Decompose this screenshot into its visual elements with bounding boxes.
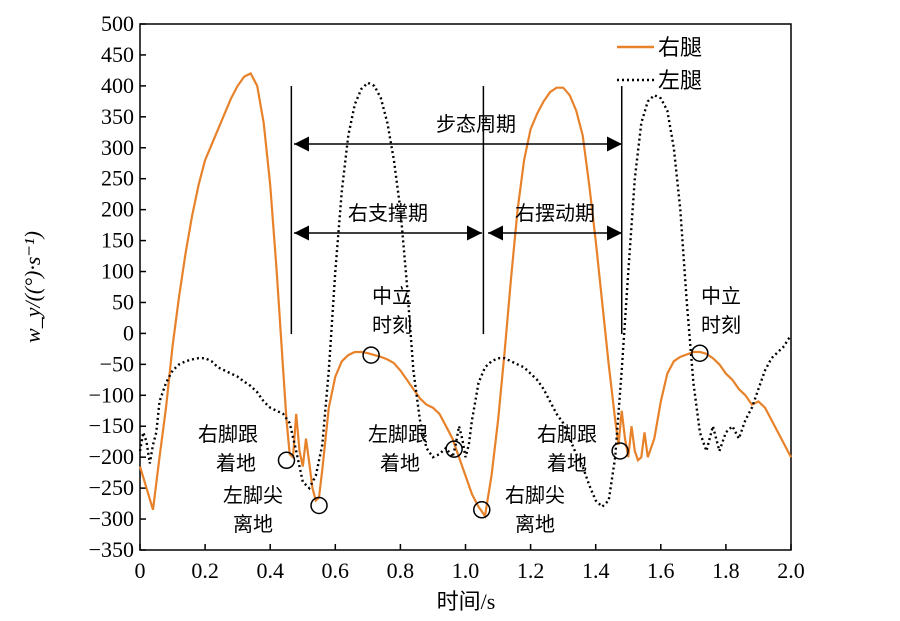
- y-tick-label: 250: [101, 166, 134, 191]
- event-point: [611, 442, 629, 460]
- x-tick-label: 1.0: [452, 558, 480, 583]
- y-tick-label: −250: [89, 475, 134, 500]
- mid-stance-label-2b: 时刻: [701, 313, 741, 337]
- left-toe-off-label-a: 左脚尖: [223, 483, 283, 507]
- event-point: [277, 451, 296, 470]
- event-lines: [290, 86, 623, 334]
- left-toe-off-label-b: 离地: [233, 512, 273, 536]
- event-point: [473, 501, 491, 519]
- right-heel-strike-label-1b: 着地: [216, 451, 256, 475]
- x-tick-label: 0.8: [387, 558, 415, 583]
- event-point: [362, 346, 380, 364]
- x-tick-label: 0.2: [191, 558, 219, 583]
- right-stance-label: 右支撑期: [348, 201, 428, 225]
- series-line-left-leg: [138, 81, 792, 509]
- x-tick-label: 0.6: [322, 558, 350, 583]
- right-heel-strike-label-1a: 右脚跟: [198, 422, 258, 446]
- y-tick-label: 400: [101, 73, 134, 98]
- series-line-right-leg: [138, 72, 792, 519]
- x-tick-label: 0: [135, 558, 146, 583]
- event-point: [691, 344, 709, 362]
- y-tick-label: 100: [101, 259, 134, 284]
- x-axis-label: 时间/s: [437, 589, 496, 614]
- x-tick-label: 0.4: [256, 558, 284, 583]
- x-tick-label: 1.2: [517, 558, 545, 583]
- y-axis: 500450400350300250200150100500−50−100−15…: [89, 11, 146, 562]
- y-axis-label: w_y/((°)·s⁻¹): [20, 231, 45, 343]
- y-tick-label: −350: [89, 537, 134, 562]
- mid-stance-label-2a: 中立: [701, 284, 741, 308]
- left-heel-strike-label-a: 左脚跟: [368, 422, 428, 446]
- y-tick-label: 50: [112, 289, 134, 314]
- y-tick-label: 450: [101, 42, 134, 67]
- legend-label-left-leg: 左腿: [658, 69, 702, 94]
- right-toe-off-label-b: 离地: [515, 512, 555, 536]
- right-swing-label: 右摆动期: [515, 201, 595, 225]
- y-tick-label: 300: [101, 135, 134, 160]
- x-tick-label: 1.4: [582, 558, 610, 583]
- y-tick-label: 200: [101, 197, 134, 222]
- y-tick-label: −200: [89, 444, 134, 469]
- y-tick-label: −50: [100, 351, 134, 376]
- right-toe-off-label-a: 右脚尖: [505, 483, 565, 507]
- x-tick-label: 2.0: [777, 558, 805, 583]
- right-heel-strike-label-2a: 右脚跟: [537, 422, 597, 446]
- y-tick-label: 0: [123, 320, 134, 345]
- gait-cycle-label: 步态周期: [436, 112, 516, 136]
- x-tick-label: 1.6: [647, 558, 675, 583]
- mid-stance-label-1b: 时刻: [372, 313, 412, 337]
- legend: 右腿 左腿: [617, 36, 702, 94]
- mid-stance-label-1a: 中立: [372, 284, 412, 308]
- y-tick-label: 350: [101, 104, 134, 129]
- x-tick-label: 1.8: [712, 558, 740, 583]
- y-tick-label: −150: [89, 413, 134, 438]
- y-tick-label: −100: [89, 382, 134, 407]
- event-points: [277, 344, 709, 519]
- event-point: [445, 440, 463, 458]
- event-point: [310, 496, 328, 515]
- legend-label-right-leg: 右腿: [658, 36, 702, 61]
- y-tick-label: 500: [101, 11, 134, 36]
- y-tick-label: 150: [101, 228, 134, 253]
- left-heel-strike-label-b: 着地: [380, 451, 420, 475]
- x-axis: 0 0.2 0.4 0.6 0.8 1.0 1.2 1.4 1.6 1.8 2.0: [135, 544, 805, 583]
- right-heel-strike-label-2b: 着地: [547, 451, 587, 475]
- y-tick-label: −300: [89, 506, 134, 531]
